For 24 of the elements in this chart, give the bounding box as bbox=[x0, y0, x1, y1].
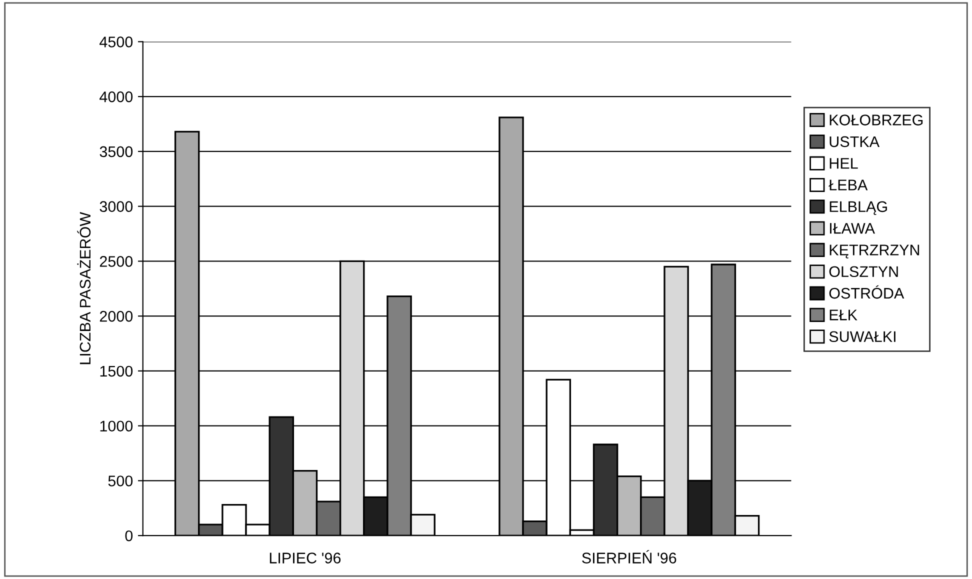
x-tick-label: SIERPIEŃ '96 bbox=[582, 550, 676, 564]
y-tick-label: 2000 bbox=[100, 310, 133, 322]
legend-label: IŁAWA bbox=[830, 223, 875, 234]
legend-label: KĘTRZRZYN bbox=[830, 244, 920, 258]
legend-label: HEL bbox=[830, 158, 858, 169]
legend-label: OLSZTYN bbox=[829, 266, 898, 278]
legend-label: USTKA bbox=[830, 136, 880, 148]
y-tick-label: 1500 bbox=[100, 366, 133, 377]
y-tick-label: 3000 bbox=[100, 201, 133, 212]
y-tick-label: 2500 bbox=[100, 256, 133, 267]
legend-label: SUWAŁKI bbox=[829, 331, 896, 342]
legend-label: OSTRÓDA bbox=[829, 285, 904, 299]
y-axis-title: LICZBA PASAŻERÓW bbox=[77, 212, 91, 364]
legend-label: ŁEBA bbox=[828, 180, 868, 190]
x-tick-label: LIPIEC '96 bbox=[270, 552, 341, 564]
legend-label: ELBLĄG bbox=[830, 201, 887, 215]
y-tick-label: 500 bbox=[108, 476, 133, 486]
y-tick-label: 3500 bbox=[100, 146, 133, 158]
legend-label: KOŁOBRZEG bbox=[830, 114, 923, 126]
legend-label: EŁK bbox=[830, 310, 858, 320]
y-tick-label: 1000 bbox=[100, 420, 133, 432]
y-tick-label: 4000 bbox=[100, 91, 133, 102]
y-tick-label: 4500 bbox=[100, 36, 133, 48]
y-tick-label: 0 bbox=[125, 530, 133, 542]
